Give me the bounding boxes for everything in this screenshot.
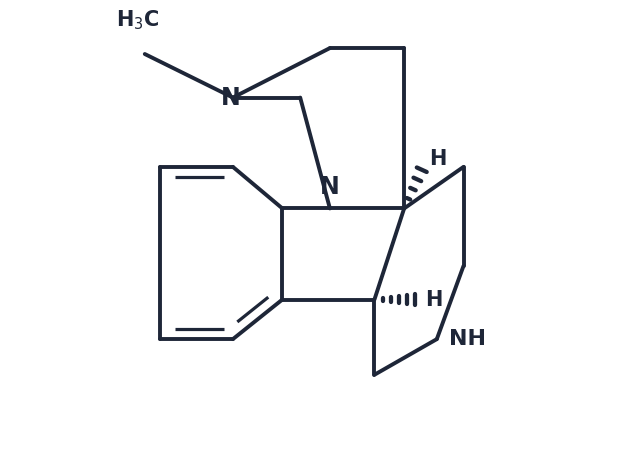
Text: H$_3$C: H$_3$C (116, 8, 159, 32)
Text: N: N (221, 86, 241, 110)
Text: H: H (429, 149, 446, 169)
Text: NH: NH (449, 329, 486, 349)
Text: H: H (425, 290, 442, 310)
Text: N: N (320, 174, 340, 198)
